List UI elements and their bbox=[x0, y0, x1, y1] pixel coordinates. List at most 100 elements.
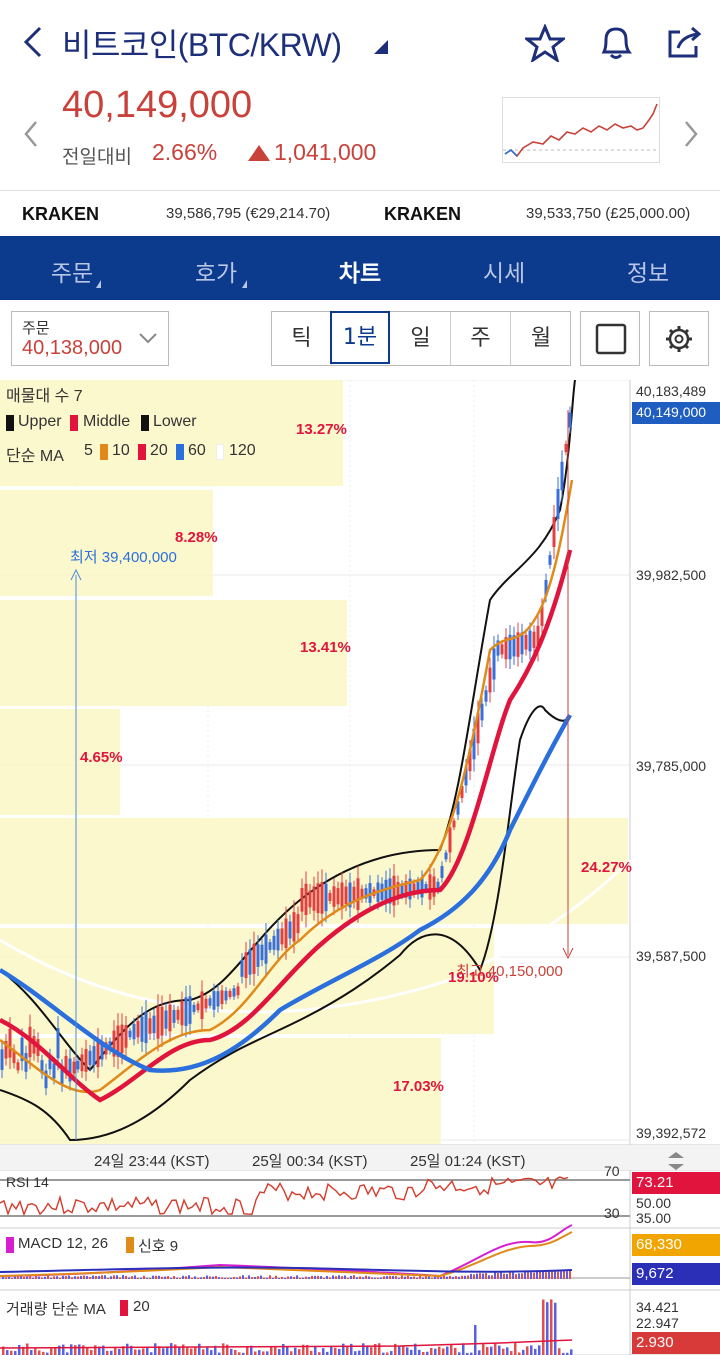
candle-body bbox=[68, 1058, 72, 1082]
candle-body bbox=[264, 934, 268, 964]
time-axis-label: 25일 01:24 (KST) bbox=[410, 1153, 526, 1170]
volume-bar bbox=[342, 1343, 345, 1355]
volume-bar bbox=[154, 1343, 157, 1355]
macd-histogram-bar bbox=[539, 1270, 541, 1279]
macd-histogram-bar bbox=[488, 1275, 490, 1279]
candle-body bbox=[504, 637, 508, 660]
volume-bar bbox=[150, 1352, 153, 1355]
macd-histogram-bar bbox=[29, 1276, 31, 1279]
next-coin-icon[interactable] bbox=[680, 118, 702, 150]
tab-info[interactable]: 정보 bbox=[626, 261, 670, 287]
share-icon[interactable] bbox=[664, 22, 704, 62]
macd-histogram-bar bbox=[71, 1277, 73, 1279]
change-percent: 2.66% bbox=[152, 139, 218, 165]
tab-chart[interactable]: 차트 bbox=[338, 261, 382, 287]
macd-histogram-bar bbox=[149, 1277, 151, 1279]
candle-body bbox=[468, 748, 472, 772]
volume-profile-bar bbox=[0, 490, 213, 596]
macd-histogram-bar bbox=[428, 1276, 430, 1279]
price-chart[interactable]: 매물대 수 7 Upper Middle Lower 단순 MA 5 10 20… bbox=[0, 380, 720, 1355]
page-title[interactable]: 비트코인(BTC/KRW) bbox=[62, 27, 342, 63]
legend-middle: Middle bbox=[83, 413, 131, 430]
change-amount: 1,041,000 bbox=[274, 139, 377, 165]
candle-body bbox=[220, 990, 224, 1005]
up-arrow-icon bbox=[248, 145, 270, 161]
tab-order[interactable]: 주문 bbox=[50, 261, 94, 287]
interval-day[interactable]: 일 bbox=[391, 312, 451, 365]
macd-histogram-bar bbox=[479, 1273, 481, 1279]
macd-histogram-bar bbox=[515, 1274, 517, 1279]
macd-histogram-bar bbox=[56, 1276, 58, 1279]
dropdown-caret-icon[interactable] bbox=[374, 40, 388, 54]
macd-histogram-bar bbox=[410, 1276, 412, 1279]
macd-histogram-bar bbox=[389, 1275, 391, 1279]
ma10-line bbox=[0, 479, 574, 1094]
macd-value: 68,330 bbox=[636, 1236, 682, 1253]
fullscreen-button[interactable] bbox=[580, 311, 640, 366]
volume-bar bbox=[310, 1350, 313, 1355]
macd-histogram-bar bbox=[461, 1275, 463, 1279]
volume-bar bbox=[126, 1343, 129, 1355]
star-icon[interactable] bbox=[525, 24, 565, 62]
candle-body bbox=[344, 886, 348, 905]
macd-histogram-bar bbox=[455, 1276, 457, 1279]
back-icon[interactable] bbox=[18, 24, 48, 60]
macd-histogram-bar bbox=[125, 1275, 127, 1279]
macd-histogram-bar bbox=[251, 1277, 253, 1279]
volume-bar bbox=[422, 1351, 425, 1355]
volume-bar bbox=[250, 1345, 253, 1355]
interval-1min[interactable]: 1분 bbox=[330, 311, 390, 364]
candle-body bbox=[336, 888, 340, 905]
profile-pct: 24.27% bbox=[581, 859, 632, 876]
volume-bar bbox=[538, 1345, 541, 1355]
macd-histogram-bar bbox=[107, 1277, 109, 1279]
volume-bar bbox=[418, 1349, 421, 1355]
profile-pct: 13.41% bbox=[300, 639, 351, 656]
candle-body bbox=[124, 1025, 128, 1048]
interval-week[interactable]: 주 bbox=[451, 312, 511, 365]
settings-button[interactable] bbox=[649, 311, 709, 366]
macd-histogram-bar bbox=[407, 1275, 409, 1279]
candle-body bbox=[360, 888, 364, 899]
candle-body bbox=[4, 1040, 8, 1059]
ma60-line bbox=[0, 713, 572, 1073]
macd-histogram-bar bbox=[392, 1275, 394, 1279]
order-select[interactable]: 주문 40,138,000 bbox=[11, 311, 169, 366]
candle-body bbox=[428, 874, 432, 900]
macd-histogram-bar bbox=[14, 1276, 16, 1279]
volume-value: 2.930 bbox=[636, 1334, 674, 1351]
tab-orderbook[interactable]: 호가 bbox=[194, 261, 238, 287]
bell-icon[interactable] bbox=[596, 22, 636, 62]
candle-body bbox=[112, 1030, 116, 1057]
volume-bar bbox=[298, 1349, 301, 1355]
macd-histogram-bar bbox=[236, 1277, 238, 1279]
macd-histogram-bar bbox=[404, 1276, 406, 1279]
expand-icon[interactable] bbox=[664, 1150, 688, 1172]
macd-histogram-bar bbox=[317, 1275, 319, 1279]
candle-body bbox=[20, 1037, 24, 1062]
tab-market[interactable]: 시세 bbox=[482, 261, 526, 287]
candle-body bbox=[92, 1046, 96, 1066]
prev-coin-icon[interactable] bbox=[20, 118, 42, 150]
candle-body bbox=[144, 1012, 148, 1044]
legend-swatch-lower bbox=[141, 415, 149, 431]
ma-swatch-10 bbox=[100, 444, 108, 460]
macd-histogram-bar bbox=[278, 1277, 280, 1279]
candle-body bbox=[556, 488, 560, 520]
volume-bar bbox=[74, 1345, 77, 1355]
volume-bar bbox=[382, 1352, 385, 1355]
volume-bar bbox=[366, 1345, 369, 1355]
macd-histogram-bar bbox=[218, 1277, 220, 1279]
interval-tick[interactable]: 틱 bbox=[272, 312, 332, 365]
volume-bar bbox=[162, 1348, 165, 1355]
volume-bar bbox=[6, 1350, 9, 1355]
volume-ma-period: 20 bbox=[133, 1298, 150, 1315]
ma-swatch-120 bbox=[216, 444, 224, 460]
volume-bar bbox=[18, 1344, 21, 1355]
candle-body bbox=[248, 949, 252, 975]
interval-month[interactable]: 월 bbox=[530, 326, 552, 351]
candle-body bbox=[440, 866, 444, 878]
volume-bar bbox=[258, 1350, 261, 1355]
candle-body bbox=[12, 1049, 16, 1064]
volume-bar bbox=[486, 1346, 489, 1355]
